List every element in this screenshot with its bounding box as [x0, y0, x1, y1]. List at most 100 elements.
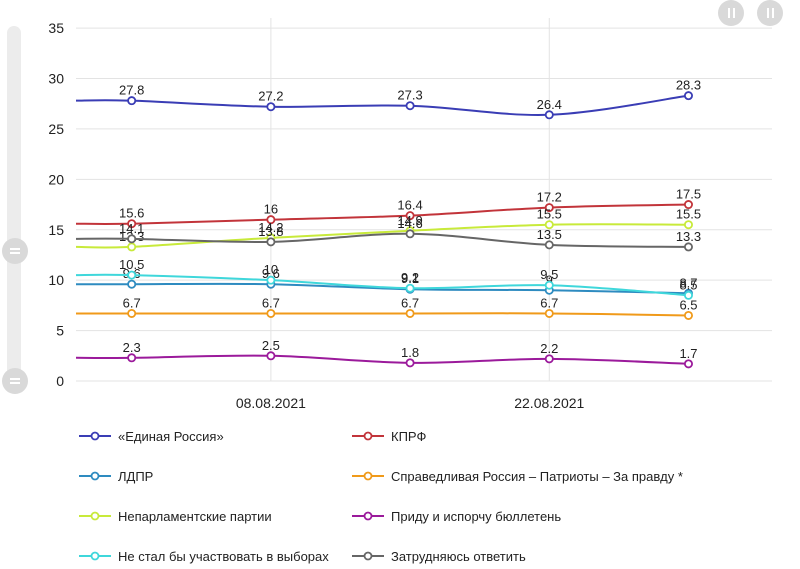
data-label-6-2: 9.2 — [401, 270, 419, 285]
data-point-1-3[interactable] — [544, 203, 554, 213]
line-chart: 0 5 10 15 20 25 30 35 08.08.2021 22.08.2021 27.8 27… — [48, 18, 772, 411]
data-label-7-2: 14.6 — [397, 216, 422, 231]
data-point-7-4[interactable] — [683, 242, 693, 252]
data-point-6-4[interactable] — [683, 290, 693, 300]
data-label-4-4: 15.5 — [676, 207, 701, 222]
data-point-0-0[interactable] — [127, 96, 137, 106]
data-point-3-3[interactable] — [544, 308, 554, 318]
data-label-4-1: 14.2 — [258, 220, 283, 235]
data-label-5-0: 2.3 — [123, 340, 141, 355]
data-label-0-3: 26.4 — [537, 97, 562, 112]
legend-label: «Единая Россия» — [118, 428, 224, 444]
data-point-7-3[interactable] — [544, 240, 554, 250]
horizontal-slider-handle-left[interactable] — [718, 0, 744, 26]
data-point-0-4[interactable] — [683, 91, 693, 101]
legend-label: Справедливая Россия – Патриоты – За прав… — [391, 468, 683, 484]
legend-line-marker-icon — [352, 431, 384, 441]
legend-label: ЛДПР — [118, 468, 154, 484]
data-label-0-0: 27.8 — [119, 83, 144, 98]
data-label-3-0: 6.7 — [123, 295, 141, 310]
data-label-0-1: 27.2 — [258, 89, 283, 104]
data-label-7-3: 13.5 — [537, 227, 562, 242]
legend-item-3[interactable]: Справедливая Россия – Патриоты – За прав… — [351, 465, 683, 487]
data-label-0-2: 27.3 — [397, 88, 422, 103]
y-tick-label: 30 — [48, 71, 64, 87]
data-label-5-4: 1.7 — [679, 346, 697, 361]
data-label-4-3: 15.5 — [537, 207, 562, 222]
data-label-0-4: 28.3 — [676, 78, 701, 93]
legend-item-0[interactable]: «Единая Россия» — [78, 425, 224, 447]
legend-item-7[interactable]: Затрудняюсь ответить — [351, 545, 526, 567]
data-label-1-3: 17.2 — [537, 190, 562, 205]
series-line-1 — [75, 203, 689, 225]
legend-item-5[interactable]: Приду и испорчу бюллетень — [351, 505, 561, 527]
legend-line-marker-icon — [352, 511, 384, 521]
data-point-3-0[interactable] — [127, 308, 137, 318]
data-label-7-0: 14.1 — [119, 221, 144, 236]
data-label-1-0: 15.6 — [119, 206, 144, 221]
data-point-5-2[interactable] — [405, 358, 415, 368]
data-point-1-4[interactable] — [683, 200, 693, 210]
x-tick-label: 08.08.2021 — [236, 395, 306, 411]
data-label-3-4: 6.5 — [679, 297, 697, 312]
data-point-6-3[interactable] — [544, 280, 554, 290]
y-tick-label: 0 — [56, 373, 64, 389]
data-point-7-2[interactable] — [405, 229, 415, 239]
legend-line-marker-icon — [79, 431, 111, 441]
data-point-4-3[interactable] — [544, 220, 554, 230]
data-point-1-1[interactable] — [266, 215, 276, 225]
legend-line-marker-icon — [352, 551, 384, 561]
chart-legend: «Единая Россия» КПРФ ЛДПР Справедливая Росс… — [78, 425, 778, 569]
y-tick-label: 25 — [48, 121, 64, 137]
data-point-5-1[interactable] — [266, 351, 276, 361]
legend-line-marker-icon — [79, 551, 111, 561]
legend-item-4[interactable]: Непарламентские партии — [78, 505, 272, 527]
data-point-6-2[interactable] — [405, 283, 415, 293]
data-point-0-2[interactable] — [405, 101, 415, 111]
vertical-scroll-slider[interactable] — [7, 26, 21, 392]
horizontal-slider-handle-right[interactable] — [757, 0, 783, 26]
data-label-5-3: 2.2 — [540, 341, 558, 356]
data-point-4-4[interactable] — [683, 220, 693, 230]
legend-item-6[interactable]: Не стал бы участвовать в выборах — [78, 545, 329, 567]
legend-item-1[interactable]: КПРФ — [351, 425, 426, 447]
y-tick-label: 10 — [48, 272, 64, 288]
slider-handle-top[interactable] — [2, 238, 28, 264]
data-label-5-1: 2.5 — [262, 338, 280, 353]
data-point-6-1[interactable] — [266, 275, 276, 285]
data-point-4-0[interactable] — [127, 242, 137, 252]
y-tick-label: 5 — [56, 323, 64, 339]
series-line-3 — [76, 312, 689, 317]
data-point-6-0[interactable] — [127, 270, 137, 280]
data-point-5-3[interactable] — [544, 354, 554, 364]
data-point-5-4[interactable] — [683, 359, 693, 369]
data-label-4-2: 14.9 — [397, 213, 422, 228]
legend-label: Не стал бы участвовать в выборах — [118, 548, 329, 564]
data-label-3-3: 6.7 — [540, 295, 558, 310]
data-point-3-2[interactable] — [405, 308, 415, 318]
data-point-2-0[interactable] — [127, 279, 137, 289]
data-label-1-1: 16 — [264, 202, 278, 217]
data-point-3-1[interactable] — [266, 308, 276, 318]
data-point-0-3[interactable] — [544, 110, 554, 120]
data-label-2-1: 9.6 — [262, 266, 280, 281]
data-point-7-0[interactable] — [127, 234, 137, 244]
data-label-3-1: 6.7 — [262, 295, 280, 310]
data-point-1-2[interactable] — [405, 211, 415, 221]
data-point-7-1[interactable] — [266, 237, 276, 247]
legend-item-2[interactable]: ЛДПР — [78, 465, 153, 487]
data-label-3-2: 6.7 — [401, 295, 419, 310]
y-tick-label: 15 — [48, 222, 64, 238]
legend-line-marker-icon — [352, 471, 384, 481]
data-point-5-0[interactable] — [127, 353, 137, 363]
data-label-7-4: 13.3 — [676, 229, 701, 244]
data-point-0-1[interactable] — [266, 102, 276, 112]
data-label-2-4: 8.7 — [679, 275, 697, 290]
data-point-1-0[interactable] — [127, 219, 137, 229]
data-label-1-2: 16.4 — [397, 198, 422, 213]
slider-handle-bottom[interactable] — [2, 368, 28, 394]
data-point-3-4[interactable] — [683, 310, 693, 320]
series-line-4 — [75, 223, 689, 249]
data-label-7-1: 13.8 — [258, 224, 283, 239]
data-label-6-4: 8.5 — [679, 277, 697, 292]
